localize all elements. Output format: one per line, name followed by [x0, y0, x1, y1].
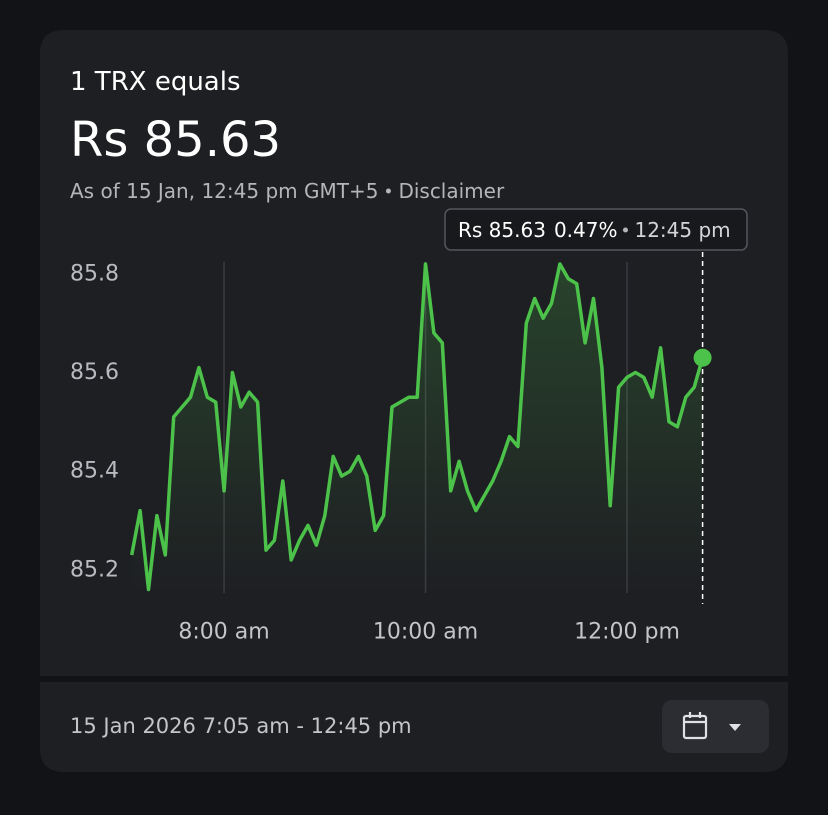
dropdown-caret [729, 724, 741, 731]
title: 1 TRX equals [70, 67, 241, 97]
tooltip-price: Rs 85.63 [458, 218, 546, 242]
tooltip [444, 208, 748, 251]
separator [622, 227, 628, 233]
y-tick-label: 85.6 [70, 360, 119, 385]
x-tick-label: 10:00 am [373, 620, 478, 645]
y-tick-label: 85.8 [70, 261, 119, 286]
date-range: 15 Jan 2026 7:05 am - 12:45 pm [70, 714, 412, 738]
x-tick-label: 12:00 pm [574, 620, 680, 645]
subtitle: As of 15 Jan, 12:45 pm GMT+5 [70, 179, 378, 203]
hover-point [693, 348, 712, 367]
line [129, 262, 705, 592]
x-tick-label: 8:00 am [178, 620, 269, 645]
disclaimer-link[interactable]: Disclaimer [398, 179, 505, 203]
y-tick-label: 85.4 [70, 459, 119, 484]
calendar-button[interactable] [662, 700, 769, 753]
tooltip-change: 0.47% [554, 218, 618, 242]
area [131, 264, 703, 593]
tooltip-time: 12:45 pm [634, 218, 730, 242]
y-tick-label: 85.2 [70, 557, 119, 582]
footer-card [40, 682, 788, 772]
price: Rs 85.63 [70, 112, 281, 168]
plot: 85.2 85.4 85.6 85.8 8:00 am 10:00 am 12:00 pm [70, 252, 712, 645]
calendar-icon [682, 712, 708, 740]
separator [385, 188, 391, 194]
